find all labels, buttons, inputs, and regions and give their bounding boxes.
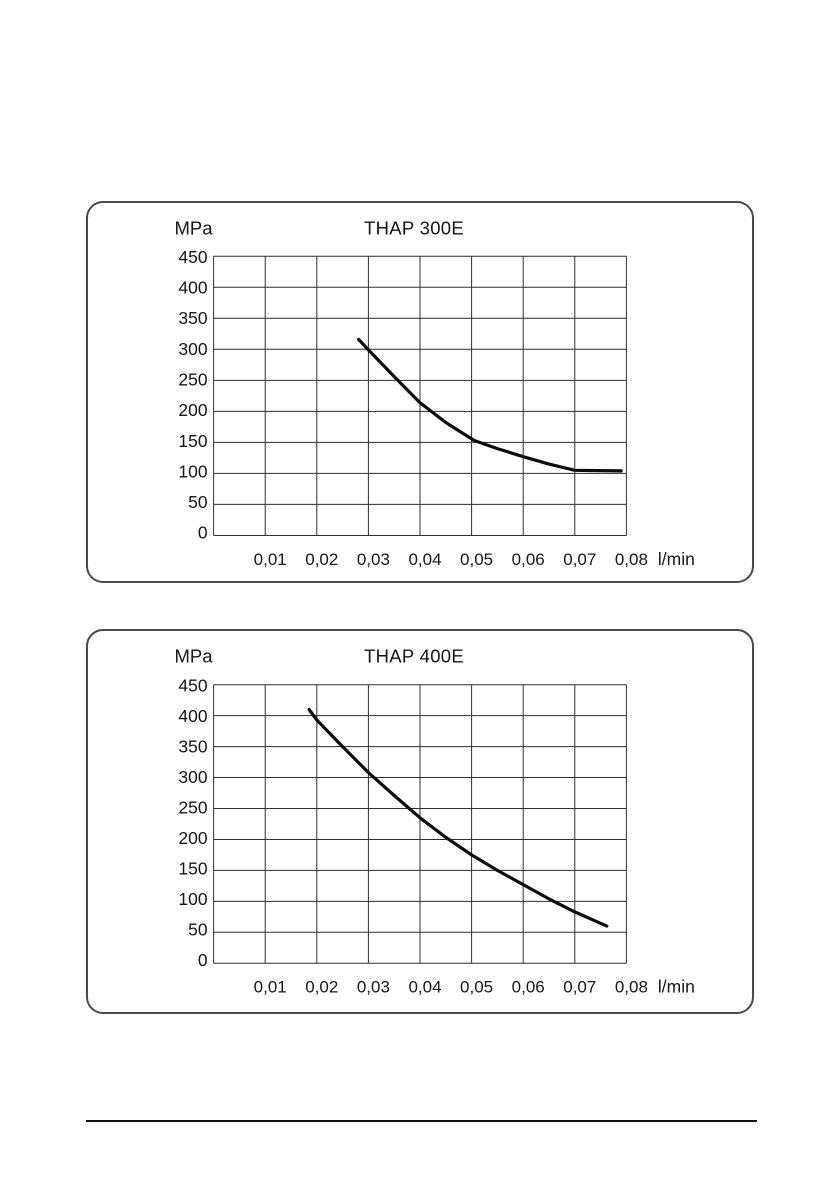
svg-text:50: 50 — [188, 920, 208, 940]
svg-text:0,05: 0,05 — [460, 550, 493, 569]
svg-text:250: 250 — [178, 369, 207, 389]
svg-text:450: 450 — [178, 676, 207, 696]
svg-text:THAP 400E: THAP 400E — [364, 646, 464, 667]
svg-text:150: 150 — [178, 859, 207, 879]
svg-text:300: 300 — [178, 767, 207, 787]
svg-text:0,03: 0,03 — [357, 978, 390, 997]
svg-text:50: 50 — [188, 492, 208, 512]
svg-text:0,06: 0,06 — [512, 978, 545, 997]
svg-text:0,06: 0,06 — [512, 550, 545, 569]
svg-text:100: 100 — [178, 889, 207, 909]
svg-text:200: 200 — [178, 828, 207, 848]
svg-text:0,04: 0,04 — [408, 550, 441, 569]
svg-text:350: 350 — [178, 308, 207, 328]
svg-text:0: 0 — [198, 950, 208, 970]
svg-text:MPa: MPa — [175, 646, 214, 667]
svg-text:l/min: l/min — [658, 977, 695, 997]
svg-text:350: 350 — [178, 737, 207, 757]
svg-text:250: 250 — [178, 798, 207, 818]
svg-text:300: 300 — [178, 339, 207, 359]
svg-text:MPa: MPa — [175, 217, 214, 238]
svg-text:0,08: 0,08 — [615, 550, 648, 569]
svg-text:0,02: 0,02 — [305, 550, 338, 569]
svg-text:0,04: 0,04 — [408, 978, 441, 997]
svg-text:0,03: 0,03 — [357, 550, 390, 569]
svg-text:100: 100 — [178, 461, 207, 481]
svg-text:0,02: 0,02 — [305, 978, 338, 997]
svg-text:THAP 300E: THAP 300E — [364, 217, 464, 238]
svg-text:0,01: 0,01 — [254, 550, 287, 569]
svg-text:0,01: 0,01 — [254, 978, 287, 997]
svg-text:450: 450 — [178, 247, 207, 267]
svg-text:0,07: 0,07 — [563, 550, 596, 569]
svg-text:0,08: 0,08 — [615, 978, 648, 997]
svg-text:0,05: 0,05 — [460, 978, 493, 997]
svg-text:200: 200 — [178, 400, 207, 420]
svg-text:0,07: 0,07 — [563, 978, 596, 997]
svg-text:150: 150 — [178, 431, 207, 451]
svg-text:l/min: l/min — [658, 549, 695, 569]
svg-text:0: 0 — [198, 523, 208, 543]
svg-text:400: 400 — [178, 706, 207, 726]
svg-text:400: 400 — [178, 277, 207, 297]
